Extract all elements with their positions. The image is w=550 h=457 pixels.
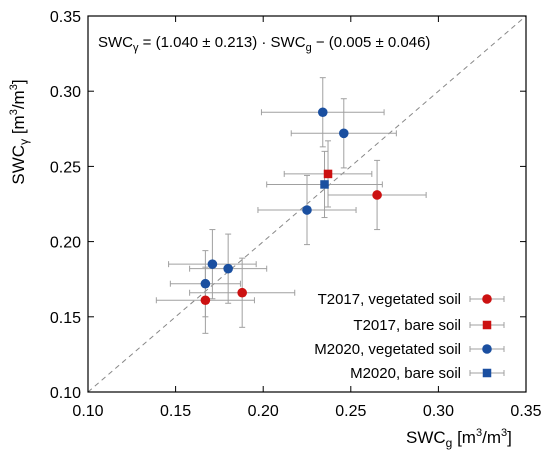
legend-item: M2020, vegetated soil <box>314 341 505 358</box>
plot-frame <box>87 15 527 393</box>
data-point <box>320 180 329 189</box>
y-tick-label: 0.30 <box>50 84 81 101</box>
legend-item: T2017, vegetated soil <box>318 291 505 308</box>
data-point <box>207 259 218 269</box>
legend-marker <box>482 294 492 304</box>
x-tick-label: 0.20 <box>248 403 279 420</box>
y-tick-label: 0.25 <box>50 159 81 176</box>
x-axis-title: SWCg [m3/m3] <box>406 427 512 450</box>
data-point <box>237 287 247 298</box>
legend-marker <box>482 320 492 330</box>
legend-marker <box>482 368 492 378</box>
legend-label: M2020, vegetated soil <box>314 341 461 358</box>
x-tick-label: 0.35 <box>510 403 541 420</box>
data-point <box>317 107 328 118</box>
legend-label: M2020, bare soil <box>350 365 461 382</box>
fit-equation: SWCγ = (1.040 ± 0.213) · SWCg − (0.005 ±… <box>98 34 430 54</box>
data-point <box>323 169 333 179</box>
x-tick-label: 0.30 <box>423 403 454 420</box>
data-point <box>372 190 382 200</box>
legend-marker <box>482 344 492 354</box>
data-point <box>338 128 349 139</box>
x-tick-label: 0.25 <box>335 403 366 420</box>
y-tick-label: 0.15 <box>50 310 81 327</box>
y-tick-label: 0.35 <box>50 9 81 26</box>
legend-item: M2020, bare soil <box>350 365 505 382</box>
y-axis-title: SWCγ [m3/m3] <box>8 79 31 184</box>
legend: T2017, vegetated soil T2017, bare soil M20… <box>314 291 505 382</box>
data-point <box>223 263 233 274</box>
legend-label: T2017, vegetated soil <box>318 291 461 308</box>
y-tick-label: 0.20 <box>50 235 81 252</box>
data-point <box>200 278 211 289</box>
legend-item: T2017, bare soil <box>353 317 505 334</box>
y-tick-label: 0.10 <box>50 385 81 402</box>
legend-label: T2017, bare soil <box>353 317 461 334</box>
x-tick-label: 0.15 <box>160 403 191 420</box>
point-layer <box>200 107 382 306</box>
data-point <box>200 295 211 306</box>
x-tick-label: 0.10 <box>72 403 103 420</box>
tick-layer: 0.10 0.15 0.20 0.25 0.30 0.35 0.10 0.15 0.20 0.25… <box>50 9 542 420</box>
data-point <box>302 205 312 215</box>
